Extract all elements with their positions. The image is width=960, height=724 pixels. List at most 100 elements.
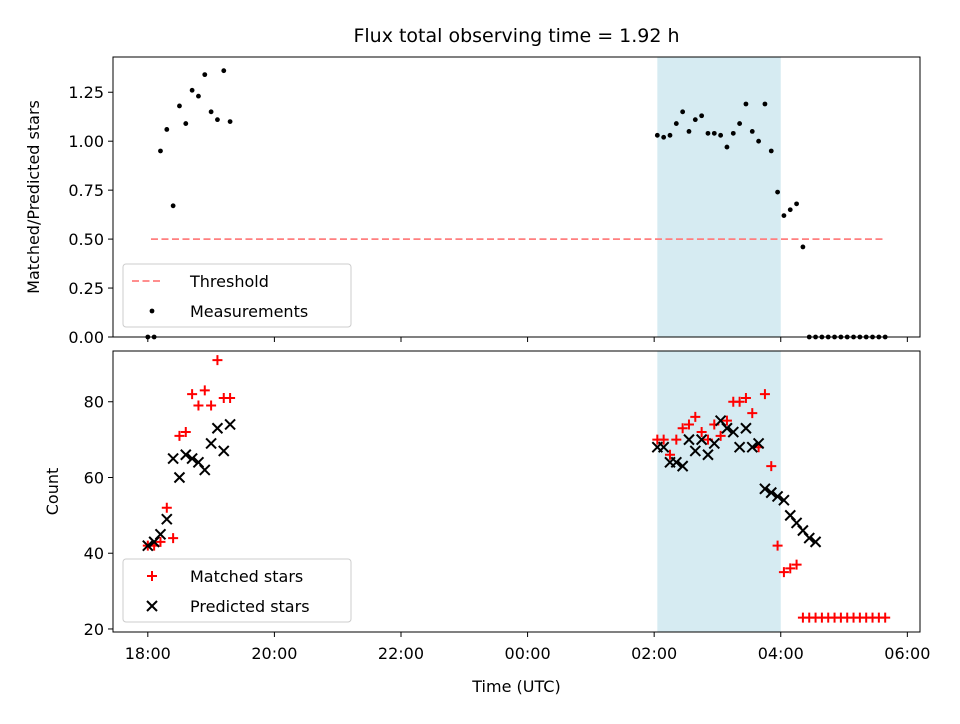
panel2-y-tick-label: 20: [84, 620, 104, 639]
panel1-measurements-point: [730, 130, 736, 136]
panel2-matched-stars-point: [785, 563, 796, 574]
panel2-predicted-stars-point: [721, 422, 733, 434]
panel1-y-tick-label: 1.25: [68, 83, 104, 102]
panel1-measurements-point: [724, 144, 730, 150]
panel2-predicted-stars-point: [727, 426, 739, 438]
x-tick-label: 18:00: [125, 644, 171, 663]
panel2-predicted-stars-point: [676, 460, 689, 472]
panel2-predicted-stars-point: [746, 441, 758, 453]
panel2-matched-stars-point: [212, 355, 223, 366]
panel1-measurements-point: [164, 127, 170, 132]
panel1-measurements-point: [183, 121, 189, 126]
x-tick-label: 00:00: [505, 644, 551, 663]
panel1-measurements-point: [781, 213, 787, 219]
chart-title: Flux total observing time = 1.92 h: [353, 25, 679, 47]
panel2-y-axis-label: Count: [43, 468, 62, 516]
panel2-shaded-span: [657, 351, 781, 632]
panel2-predicted-stars-point: [205, 437, 217, 450]
panel1-measurements-point: [170, 203, 176, 209]
panel1-measurements-point: [686, 129, 692, 134]
panel1-measurements-point: [699, 113, 705, 119]
panel1-measurements-point: [215, 117, 220, 123]
panel2-predicted-stars-point: [218, 445, 230, 457]
panel2-predicted-stars-point: [759, 483, 771, 495]
panel2-matched-stars-point: [766, 461, 777, 472]
panel2-matched-stars-point: [664, 449, 675, 460]
panel1-measurements-point: [673, 121, 679, 126]
panel2-matched-stars-point: [225, 392, 236, 403]
panel1-measurements-point: [718, 132, 724, 138]
panel1-y-axis-label: Matched/Predicted stars: [24, 100, 43, 294]
panel1-legend-measurements-handle: [149, 308, 155, 314]
panel1-measurements-point: [794, 201, 799, 207]
panel2-matched-stars-point: [715, 430, 726, 441]
panel1-measurements-point: [775, 189, 780, 195]
panel1-measurements-point: [787, 207, 793, 213]
panel2-matched-stars-point: [696, 427, 707, 438]
panel2-predicted-stars-point: [702, 449, 714, 461]
panel1-measurements-point: [189, 87, 195, 93]
panel2-predicted-stars-point: [771, 490, 784, 503]
panel2-predicted-stars-point: [689, 445, 702, 457]
panel2-matched-stars-point: [199, 385, 210, 396]
panel2-predicted-stars-point: [670, 456, 683, 469]
panel2-predicted-stars-point: [695, 433, 708, 446]
panel1-legend-box: [122, 263, 352, 328]
panel1-measurements-point: [705, 130, 711, 136]
panel1-measurements-point: [800, 244, 806, 250]
panel1-shaded-span: [657, 57, 781, 337]
panel2-predicted-stars-point: [765, 486, 777, 499]
panel2-matched-stars-point: [747, 408, 758, 419]
panel2-legend-matched-stars-handle: [147, 571, 157, 581]
panel2-matched-stars-point: [193, 400, 204, 411]
panel2-matched-stars-point: [791, 559, 802, 570]
panel2-predicted-stars-point: [167, 452, 179, 465]
panel2-predicted-stars-point: [708, 437, 721, 450]
panel1-legend-measurements-label: Measurements: [190, 302, 308, 321]
panel1-legend-threshold-label: Threshold: [189, 272, 269, 291]
panel1-measurements-point: [667, 132, 673, 138]
panel1-measurements-point: [227, 119, 233, 125]
panel2-matched-stars-point: [671, 434, 682, 445]
panel1-y-tick-label: 0.00: [68, 328, 104, 347]
panel2-matched-stars-point: [740, 392, 751, 403]
panel2-matched-stars-point: [759, 389, 770, 400]
panel2-matched-stars-point: [155, 536, 166, 547]
x-tick-label: 22:00: [378, 644, 424, 663]
panel2-matched-stars-point: [734, 396, 745, 407]
panel1-measurements-point: [692, 117, 698, 123]
panel2-predicted-stars-point: [752, 437, 765, 450]
panel1-measurements-point: [654, 132, 660, 138]
panel2-predicted-stars-point: [683, 433, 695, 446]
panel2-predicted-stars-point: [778, 494, 790, 506]
panel2-predicted-stars-point: [657, 441, 670, 453]
panel1-axes-frame: [112, 56, 921, 338]
panel2-predicted-stars-point: [224, 418, 236, 431]
panel2-predicted-stars-point: [173, 471, 186, 484]
panel2-legend-predicted-stars-handle: [146, 600, 158, 612]
panel2-matched-stars-point: [658, 434, 669, 445]
panel1-measurements-point: [749, 129, 755, 134]
x-axis-label: Time (UTC): [471, 677, 560, 696]
panel2-y-tick-label: 40: [84, 544, 104, 563]
panel2-matched-stars-point: [206, 400, 217, 411]
panel1-y-tick-label: 1.00: [68, 132, 104, 151]
panel2-predicted-stars-point: [180, 449, 192, 461]
panel2-predicted-stars-point: [211, 422, 224, 434]
x-tick-label: 02:00: [631, 644, 677, 663]
panel1-measurements-point: [743, 101, 749, 107]
panel2-y-tick-label: 60: [84, 468, 104, 487]
x-tick-label: 06:00: [884, 644, 930, 663]
panel1-measurements-point: [661, 134, 667, 140]
panel2-matched-stars-point: [880, 612, 891, 623]
panel2-y-tick-label: 80: [84, 393, 104, 412]
panel1-measurements-point: [177, 103, 182, 109]
panel2-matched-stars-point: [677, 423, 688, 434]
panel2-matched-stars-point: [690, 411, 701, 422]
panel1-measurements-point: [221, 68, 227, 74]
panel2-predicted-stars-point: [733, 441, 746, 453]
panel2-matched-stars-point: [772, 540, 783, 551]
x-tick-label: 20:00: [251, 644, 297, 663]
